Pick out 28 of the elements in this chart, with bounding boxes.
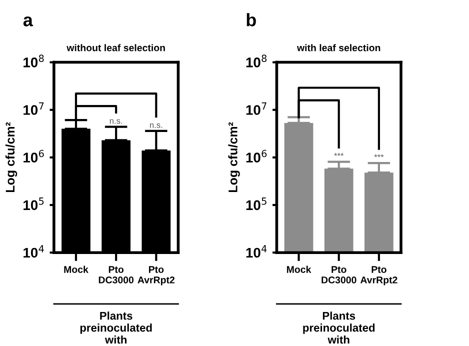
y-tick-label: 10$^{5}$ (24, 198, 44, 210)
y-axis-title: Log cfu/cm² (5, 122, 18, 192)
y-tick-label: 10$^{6}$ (24, 150, 44, 162)
annotation: *** (334, 152, 344, 156)
x-axis-title: Plants preinoculated with (303, 312, 375, 344)
text: a (23, 16, 34, 26)
x-tick-label: Pto DC3000 (322, 266, 356, 284)
y-tick-label: 10$^{8}$ (246, 54, 267, 68)
x-tick-label: Pto AvrRpt2 (138, 266, 175, 286)
y-tick-label: 10$^{5}$ (246, 198, 266, 210)
y-tick-label: 10$^{7}$ (24, 102, 44, 115)
x-tick-label: Mock (64, 266, 88, 273)
x-tick-label: Mock (286, 266, 312, 273)
annotation: *** (374, 154, 384, 158)
chart-title: with leaf selection (296, 44, 380, 52)
y-tick-label: 10$^{8}$ (24, 54, 44, 68)
y-tick-label: 10$^{4}$ (24, 245, 44, 258)
text: b (246, 13, 256, 26)
y-axis-title: Log cfu/cm² (228, 122, 240, 192)
y-tick-label: 10$^{7}$ (246, 102, 266, 115)
y-tick-label: 10$^{4}$ (246, 245, 267, 258)
x-tick-label: Pto DC3000 (98, 266, 134, 284)
x-tick-label: Pto AvrRpt2 (360, 266, 398, 286)
annotation: n.s. (150, 123, 162, 128)
x-axis-title: Plants preinoculated with (80, 312, 152, 344)
chart-title: without leaf selection (66, 44, 165, 52)
annotation: n.s. (110, 119, 122, 124)
y-tick-label: 10$^{6}$ (246, 150, 267, 162)
